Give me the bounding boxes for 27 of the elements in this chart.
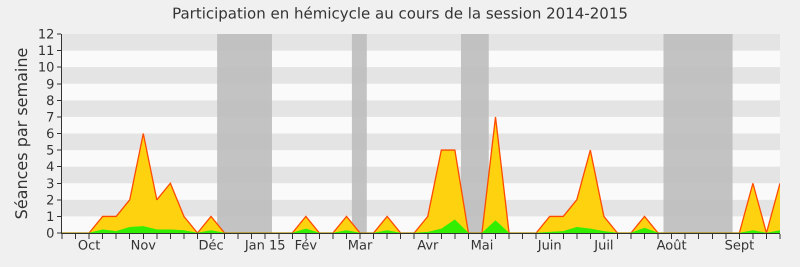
x-tick-label: Mar [348,238,373,254]
y-tick-label: 11 [38,44,54,60]
x-tick-label: Juil [593,238,614,254]
chart-title: Participation en hémicycle au cours de la session 2014-2015 [172,4,628,23]
y-tick-label: 5 [46,144,54,159]
y-tick-label: 9 [46,77,54,92]
x-tick-label: Fév [294,238,318,254]
x-tick-label: Août [656,238,687,254]
y-tick-label: 12 [38,28,54,43]
x-tick-label: Avr [417,238,440,254]
x-tick-label: Mai [470,238,494,254]
x-tick-label: Sept [724,238,754,254]
y-tick-label: 8 [46,94,54,109]
y-tick-label: 3 [46,176,54,192]
x-tick-label: Oct [78,238,100,254]
y-axis-title: Séances par semaine [12,48,31,220]
y-tick-label: 0 [46,226,54,242]
y-tick-label: 1 [46,210,54,225]
x-tick-label: Nov [130,238,156,254]
y-tick-label: 2 [46,193,54,208]
y-tick-label: 10 [38,60,54,76]
y-tick-label: 4 [46,160,54,176]
x-tick-label: Déc [198,238,224,254]
y-tick-label: 7 [46,110,54,126]
x-tick-label: Jan 15 [244,238,286,254]
x-tick-label: Juin [536,238,562,254]
y-tick-label: 6 [46,127,54,142]
